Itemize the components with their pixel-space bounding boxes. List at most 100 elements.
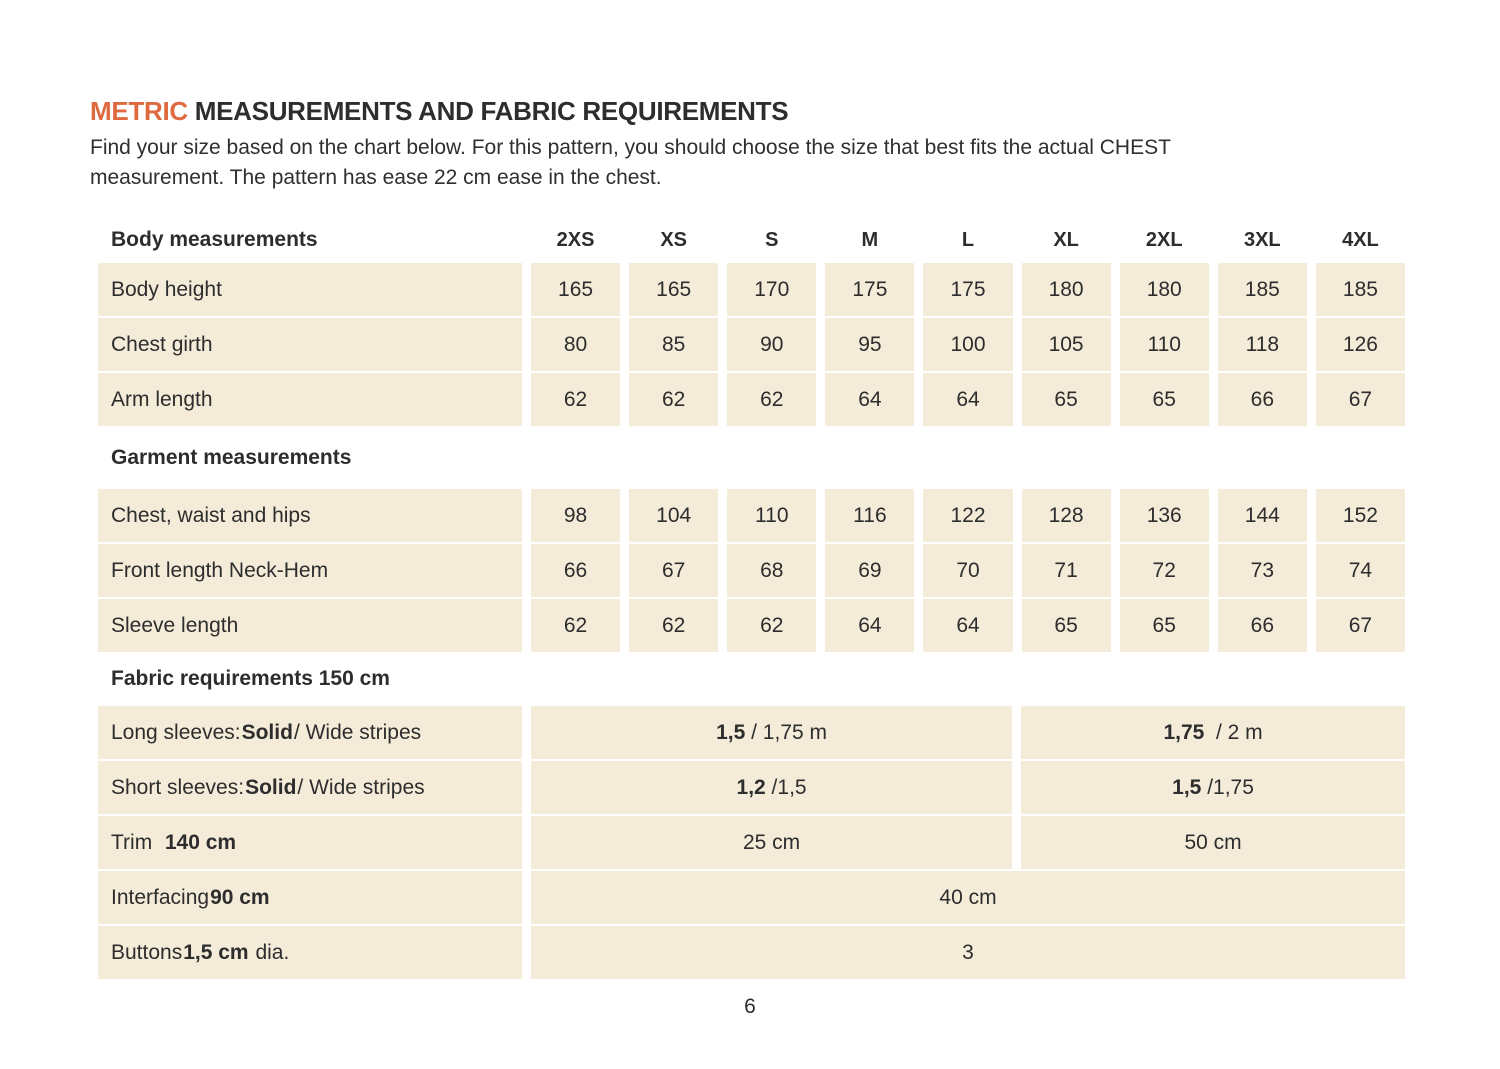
value-cell: 64 [825,373,915,426]
value-cell: 100 [923,318,1013,371]
value-cell: 122 [923,489,1013,542]
table-row-body-height: Body height 165 165 170 175 175 180 180 … [98,263,1405,316]
row-label: Arm length [98,373,522,426]
value-cell: 62 [531,373,621,426]
value-cell: 136 [1119,489,1209,542]
label-prefix: Short sleeves: [111,775,245,799]
value-cell: 71 [1021,544,1111,597]
table-row-front-length: Front length Neck-Hem 66 67 68 69 70 71 … [98,544,1405,597]
value-cell: 185 [1217,263,1307,316]
row-label: Buttons 1,5 cm dia. [98,926,522,979]
title-accent: METRIC [90,96,188,126]
value-cell: 62 [531,599,621,652]
label-prefix: Long sleeves: [111,720,241,744]
value-cell: 165 [531,263,621,316]
intro-line-1: Find your size based on the chart below.… [90,136,1171,159]
label-bold: 90 cm [210,885,270,909]
fabric-value-full: 40 cm [531,871,1405,924]
size-header-s: S [765,228,779,251]
page-number: 6 [744,995,756,1018]
value-cell: 90 [727,318,817,371]
label-prefix: Interfacing [111,885,210,909]
row-label: Interfacing 90 cm [98,871,522,924]
value-rest: 25 cm [742,830,801,854]
size-header-3xl: 3XL [1243,228,1281,251]
row-label: Long sleeves: Solid / Wide stripes [98,706,522,759]
section-header-fabric: Fabric requirements 150 cm [98,654,1405,704]
row-label: Chest, waist and hips [98,489,522,542]
table-row-sleeve-length: Sleeve length 62 62 62 64 64 65 65 66 67 [98,599,1405,652]
size-header-l: L [961,228,975,251]
value-cell: 62 [727,373,817,426]
table-row-short-sleeves: Short sleeves: Solid / Wide stripes 1,2 … [98,761,1405,814]
label-prefix: Buttons [111,940,183,964]
value-cell: 110 [727,489,817,542]
page-content: METRIC MEASUREMENTS AND FABRIC REQUIREME… [90,96,1407,981]
value-cell: 64 [923,373,1013,426]
value-cell: 80 [531,318,621,371]
value-bold: 1,75 [1163,720,1205,744]
size-header-xl: XL [1053,228,1079,251]
size-header-2xs: 2XS [556,228,595,251]
row-label: Front length Neck-Hem [98,544,522,597]
value-rest: /1,75 [1201,775,1254,799]
value-cell: 70 [923,544,1013,597]
value-rest: / 1,75 m [745,720,827,744]
value-cell: 110 [1119,318,1209,371]
value-cell: 175 [825,263,915,316]
section-header-garment: Garment measurements [98,428,1405,487]
value-cell: 185 [1315,263,1405,316]
size-header-4xl: 4XL [1342,228,1379,251]
value-cell: 180 [1119,263,1209,316]
value-cell: 72 [1119,544,1209,597]
value-cell: 67 [1315,373,1405,426]
title-rest: MEASUREMENTS AND FABRIC REQUIREMENTS [187,96,789,126]
fabric-value-right: 50 cm [1021,816,1405,869]
value-bold: 1,2 [736,775,766,799]
intro-line-2: measurement. The pattern has ease 22 cm … [90,166,662,189]
value-cell: 126 [1315,318,1405,371]
value-bold: 1,5 [716,720,746,744]
value-cell: 152 [1315,489,1405,542]
value-cell: 170 [727,263,817,316]
label-bold: 1,5 cm [183,940,249,964]
value-rest: /1,5 [765,775,807,799]
table-row-trim: Trim 140 cm 25 cm 50 cm [98,816,1405,869]
value-cell: 118 [1217,318,1307,371]
section-label: Fabric requirements 150 cm [111,667,390,690]
value-cell: 62 [629,599,719,652]
value-cell: 67 [629,544,719,597]
value-cell: 69 [825,544,915,597]
value-cell: 104 [629,489,719,542]
fabric-value-right: 1,75 / 2 m [1021,706,1405,759]
value-cell: 66 [531,544,621,597]
value-cell: 73 [1217,544,1307,597]
row-label: Short sleeves: Solid / Wide stripes [98,761,522,814]
table-row-long-sleeves: Long sleeves: Solid / Wide stripes 1,5 /… [98,706,1405,759]
value-cell: 62 [727,599,817,652]
value-cell: 180 [1021,263,1111,316]
value-cell: 144 [1217,489,1307,542]
row-label: Body height [98,263,522,316]
value-cell: 67 [1315,599,1405,652]
fabric-value-full: 3 [531,926,1405,979]
value-cell: 95 [825,318,915,371]
value-cell: 116 [825,489,915,542]
label-suffix: / Wide stripes [293,720,422,744]
value-rest: 50 cm [1184,830,1242,854]
label-suffix: dia. [249,940,290,964]
table-row-chest-waist-hips: Chest, waist and hips 98 104 110 116 122… [98,489,1405,542]
value-cell: 66 [1217,599,1307,652]
value-cell: 65 [1119,373,1209,426]
value-bold: 1,5 [1172,775,1202,799]
table-row-buttons: Buttons 1,5 cm dia. 3 [98,926,1405,979]
table-row-arm-length: Arm length 62 62 62 64 64 65 65 66 67 [98,373,1405,426]
value-cell: 66 [1217,373,1307,426]
value-cell: 64 [923,599,1013,652]
page-title: METRIC MEASUREMENTS AND FABRIC REQUIREME… [90,96,1407,127]
label-bold: Solid [241,720,293,744]
row-label: Trim 140 cm [98,816,522,869]
value-cell: 65 [1021,599,1111,652]
value-cell: 65 [1021,373,1111,426]
size-header-2xl: 2XL [1145,228,1183,251]
